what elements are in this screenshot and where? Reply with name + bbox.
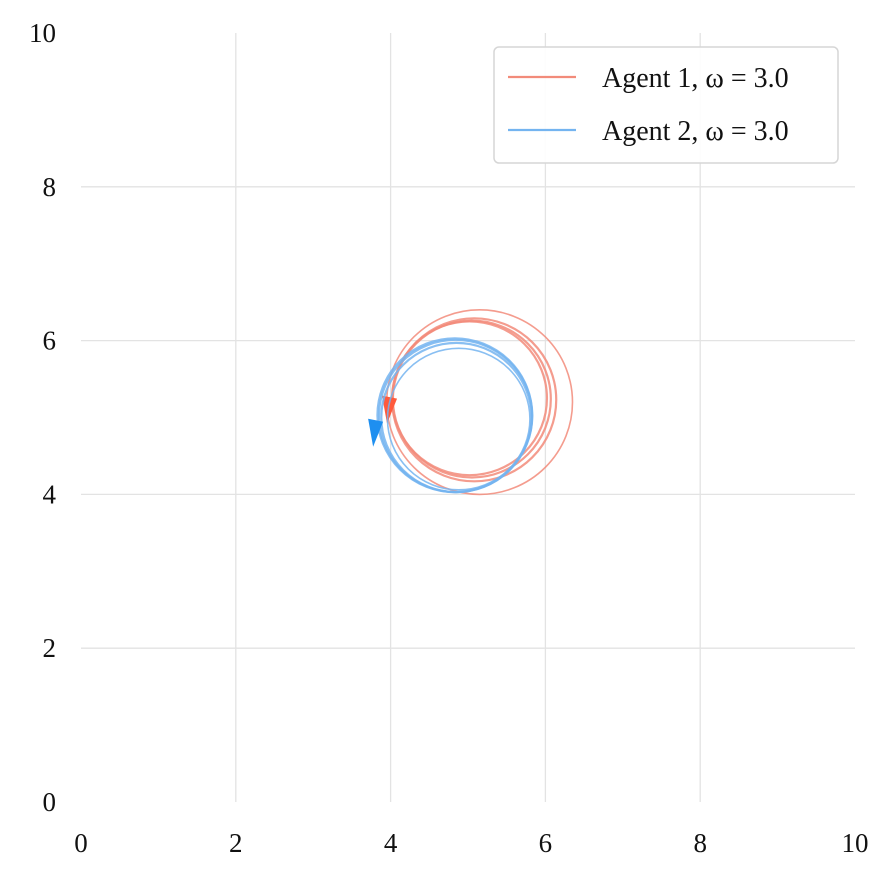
legend: Agent 1, ω = 3.0 Agent 2, ω = 3.0 bbox=[493, 46, 839, 164]
x-tick-label: 0 bbox=[74, 828, 88, 858]
plot-area bbox=[368, 309, 574, 496]
legend-box bbox=[493, 46, 839, 164]
x-tick-label: 2 bbox=[229, 828, 243, 858]
heading-arrow bbox=[368, 418, 384, 447]
legend-label: Agent 1, ω = 3.0 bbox=[602, 63, 789, 94]
y-tick-label: 2 bbox=[43, 633, 57, 663]
x-tick-label: 4 bbox=[384, 828, 398, 858]
trajectory-loop bbox=[376, 337, 534, 494]
series-1 bbox=[382, 309, 574, 496]
x-tick-label: 8 bbox=[693, 828, 707, 858]
legend-label: Agent 2, ω = 3.0 bbox=[602, 116, 789, 147]
series-2 bbox=[368, 337, 534, 494]
tick-labels: 0 2 4 6 8 10 0 2 4 6 8 10 bbox=[29, 18, 869, 858]
y-tick-label: 4 bbox=[43, 479, 57, 509]
trajectory-loop bbox=[386, 347, 531, 491]
trajectory-loop bbox=[385, 309, 574, 496]
y-tick-label: 0 bbox=[43, 787, 57, 817]
y-tick-label: 10 bbox=[29, 18, 56, 48]
x-tick-label: 6 bbox=[539, 828, 553, 858]
y-tick-label: 8 bbox=[43, 172, 57, 202]
heading-arrow bbox=[382, 395, 398, 424]
x-tick-label: 10 bbox=[842, 828, 869, 858]
y-tick-label: 6 bbox=[43, 326, 57, 356]
